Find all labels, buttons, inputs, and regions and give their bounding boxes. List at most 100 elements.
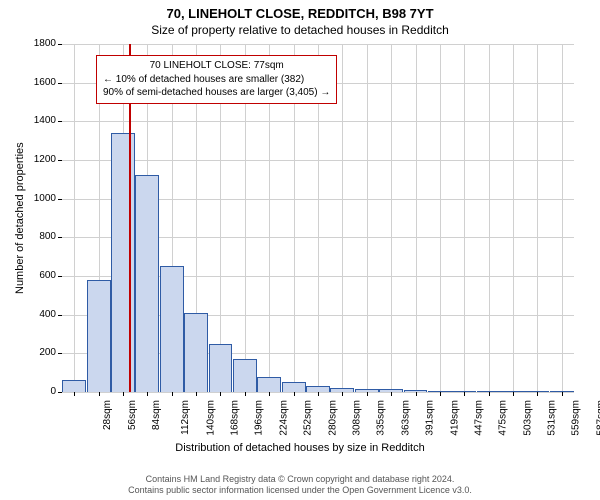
ytick-mark <box>58 44 62 45</box>
gridline-v <box>440 44 441 392</box>
xtick-label: 363sqm <box>400 400 411 436</box>
xtick-label: 419sqm <box>449 400 460 436</box>
gridline-v <box>342 44 343 392</box>
ytick-label: 400 <box>22 309 56 320</box>
ytick-label: 1400 <box>22 115 56 126</box>
gridline-v <box>391 44 392 392</box>
xtick-mark <box>342 392 343 396</box>
xtick-mark <box>294 392 295 396</box>
annotation-box: 70 LINEHOLT CLOSE: 77sqm← 10% of detache… <box>96 55 337 104</box>
xtick-label: 559sqm <box>571 400 582 436</box>
xtick-label: 335sqm <box>376 400 387 436</box>
xtick-label: 531sqm <box>547 400 558 436</box>
histogram-bar <box>550 391 574 392</box>
histogram-plot: 02004006008001000120014001600180028sqm56… <box>62 44 574 392</box>
ytick-label: 800 <box>22 231 56 242</box>
xtick-mark <box>464 392 465 396</box>
histogram-bar <box>184 313 208 392</box>
histogram-bar <box>525 391 549 392</box>
ytick-label: 200 <box>22 347 56 358</box>
gridline-v <box>562 44 563 392</box>
xtick-label: 224sqm <box>278 400 289 436</box>
xtick-label: 28sqm <box>102 400 113 430</box>
ytick-label: 0 <box>22 386 56 397</box>
histogram-bar <box>209 344 233 392</box>
xtick-label: 391sqm <box>425 400 436 436</box>
xtick-label: 447sqm <box>473 400 484 436</box>
histogram-bar <box>428 391 452 392</box>
page-subtitle: Size of property relative to detached ho… <box>0 21 600 37</box>
xtick-mark <box>416 392 417 396</box>
xtick-mark <box>562 392 563 396</box>
xtick-label: 196sqm <box>254 400 265 436</box>
histogram-bar <box>257 377 281 392</box>
xtick-label: 280sqm <box>327 400 338 436</box>
xtick-mark <box>440 392 441 396</box>
xtick-mark <box>537 392 538 396</box>
xtick-label: 503sqm <box>522 400 533 436</box>
footer-line-2: Contains public sector information licen… <box>0 485 600 496</box>
histogram-bar <box>452 391 476 392</box>
histogram-bar <box>355 389 379 392</box>
xtick-mark <box>391 392 392 396</box>
footer-line-1: Contains HM Land Registry data © Crown c… <box>0 474 600 485</box>
ytick-mark <box>58 237 62 238</box>
xtick-mark <box>99 392 100 396</box>
ytick-mark <box>58 276 62 277</box>
xtick-label: 140sqm <box>205 400 216 436</box>
ytick-mark <box>58 315 62 316</box>
ytick-label: 600 <box>22 270 56 281</box>
xtick-mark <box>367 392 368 396</box>
histogram-bar <box>282 382 306 392</box>
xtick-label: 308sqm <box>352 400 363 436</box>
ytick-mark <box>58 199 62 200</box>
gridline-v <box>489 44 490 392</box>
gridline-v <box>74 44 75 392</box>
xtick-label: 587sqm <box>595 400 600 436</box>
ytick-mark <box>58 392 62 393</box>
xtick-mark <box>269 392 270 396</box>
ytick-label: 1000 <box>22 193 56 204</box>
xtick-label: 475sqm <box>498 400 509 436</box>
xtick-mark <box>74 392 75 396</box>
histogram-bar <box>330 388 354 392</box>
xtick-mark <box>489 392 490 396</box>
xtick-mark <box>513 392 514 396</box>
attribution-footer: Contains HM Land Registry data © Crown c… <box>0 474 600 497</box>
histogram-bar <box>233 359 257 392</box>
xtick-mark <box>245 392 246 396</box>
gridline-v <box>537 44 538 392</box>
annotation-line: 70 LINEHOLT CLOSE: 77sqm <box>103 59 330 73</box>
xtick-mark <box>172 392 173 396</box>
xtick-label: 252sqm <box>303 400 314 436</box>
ytick-mark <box>58 121 62 122</box>
xtick-label: 56sqm <box>127 400 138 430</box>
ytick-mark <box>58 353 62 354</box>
histogram-bar <box>379 389 403 392</box>
histogram-bar <box>306 386 330 392</box>
ytick-mark <box>58 83 62 84</box>
histogram-bar <box>111 133 135 392</box>
xtick-mark <box>220 392 221 396</box>
histogram-bar <box>160 266 184 392</box>
y-axis-label: Number of detached properties <box>14 142 26 294</box>
xtick-label: 168sqm <box>230 400 241 436</box>
gridline-v <box>464 44 465 392</box>
x-axis-label: Distribution of detached houses by size … <box>0 442 600 454</box>
xtick-mark <box>123 392 124 396</box>
histogram-bar <box>62 380 86 392</box>
histogram-bar <box>87 280 111 392</box>
page-title-address: 70, LINEHOLT CLOSE, REDDITCH, B98 7YT <box>0 0 600 21</box>
xtick-label: 112sqm <box>180 400 191 435</box>
xtick-mark <box>196 392 197 396</box>
histogram-bar <box>404 390 428 392</box>
xtick-mark <box>318 392 319 396</box>
xtick-mark <box>147 392 148 396</box>
histogram-bar <box>477 391 501 392</box>
xtick-label: 84sqm <box>151 400 162 430</box>
gridline-v <box>513 44 514 392</box>
histogram-bar <box>501 391 525 392</box>
gridline-v <box>367 44 368 392</box>
ytick-label: 1200 <box>22 154 56 165</box>
gridline-v <box>416 44 417 392</box>
